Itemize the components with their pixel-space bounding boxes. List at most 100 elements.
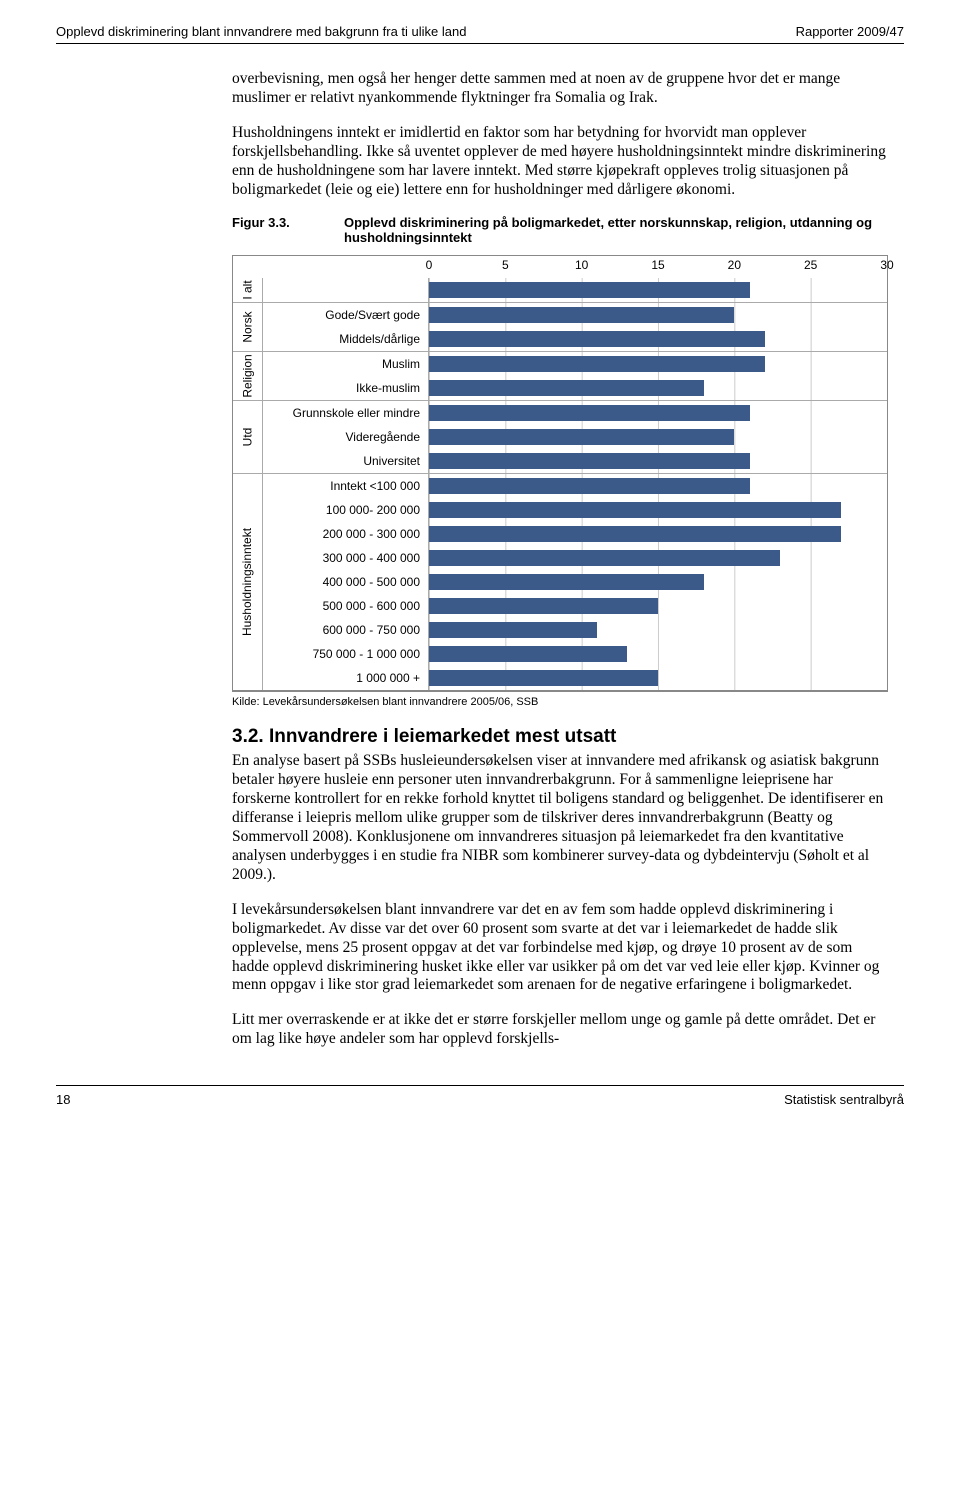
row-label: Muslim (263, 352, 429, 376)
bar-area (429, 594, 887, 618)
chart-group: HusholdningsinntektInntekt <100 000100 0… (233, 473, 887, 690)
bar-area (429, 425, 887, 449)
body-paragraph: Husholdningens inntekt er imidlertid en … (232, 124, 888, 200)
page-footer: 18 Statistisk sentralbyrå (56, 1085, 904, 1107)
axis-tick: 5 (502, 258, 509, 272)
chart-rows: I altNorskGode/Svært godeMiddels/dårlige… (233, 278, 887, 690)
axis-tick: 10 (575, 258, 588, 272)
row-label: 750 000 - 1 000 000 (263, 642, 429, 666)
bar-area (429, 570, 887, 594)
bar (429, 282, 750, 298)
chart-row: Videregående (263, 425, 887, 449)
figure-number: Figur 3.3. (232, 215, 344, 245)
page-number: 18 (56, 1092, 70, 1107)
bar (429, 502, 841, 518)
chart-row: Ikke-muslim (263, 376, 887, 400)
bar-area (429, 278, 887, 302)
chart-row (263, 278, 887, 302)
axis-tick: 20 (728, 258, 741, 272)
group-label: Husholdningsinntekt (233, 474, 263, 690)
bar (429, 356, 765, 372)
chart-x-axis: 051015202530 (233, 256, 887, 278)
group-label: Religion (233, 352, 263, 400)
bar (429, 478, 750, 494)
figure-caption: Figur 3.3. Opplevd diskriminering på bol… (232, 215, 888, 245)
chart-row: 500 000 - 600 000 (263, 594, 887, 618)
chart-group: I alt (233, 278, 887, 302)
header-title-right: Rapporter 2009/47 (796, 24, 904, 39)
axis-tick: 30 (880, 258, 893, 272)
bar (429, 380, 704, 396)
chart-row: Grunnskole eller mindre (263, 401, 887, 425)
bar (429, 453, 750, 469)
bar (429, 670, 658, 686)
bar (429, 646, 627, 662)
bar-area (429, 618, 887, 642)
bar-area (429, 666, 887, 690)
row-label (263, 278, 429, 302)
bar-area (429, 401, 887, 425)
chart-row: Middels/dårlige (263, 327, 887, 351)
bar-area (429, 352, 887, 376)
row-label: 500 000 - 600 000 (263, 594, 429, 618)
bar (429, 331, 765, 347)
header-rule (56, 43, 904, 44)
bar-area (429, 303, 887, 327)
row-label: Middels/dårlige (263, 327, 429, 351)
row-label: 200 000 - 300 000 (263, 522, 429, 546)
chart-row: Inntekt <100 000 (263, 474, 887, 498)
axis-tick: 0 (426, 258, 433, 272)
chart-row: Universitet (263, 449, 887, 473)
chart-row: 750 000 - 1 000 000 (263, 642, 887, 666)
chart-row: 1 000 000 + (263, 666, 887, 690)
chart-group: NorskGode/Svært godeMiddels/dårlige (233, 302, 887, 351)
page-header: Opplevd diskriminering blant innvandrere… (56, 24, 904, 39)
chart-row: Gode/Svært gode (263, 303, 887, 327)
bar (429, 429, 734, 445)
body-paragraph: overbevisning, men også her henger dette… (232, 70, 888, 108)
figure-title: Opplevd diskriminering på boligmarkedet,… (344, 215, 888, 245)
chart-row: 400 000 - 500 000 (263, 570, 887, 594)
bar-area (429, 327, 887, 351)
group-label: Utd (233, 401, 263, 473)
header-title-left: Opplevd diskriminering blant innvandrere… (56, 24, 466, 39)
axis-tick: 15 (651, 258, 664, 272)
section-heading: 3.2. Innvandrere i leiemarkedet mest uts… (232, 726, 888, 748)
row-label: Grunnskole eller mindre (263, 401, 429, 425)
row-label: Inntekt <100 000 (263, 474, 429, 498)
row-label: Ikke-muslim (263, 376, 429, 400)
chart-group: ReligionMuslimIkke-muslim (233, 351, 887, 400)
row-label: 300 000 - 400 000 (263, 546, 429, 570)
chart-group: UtdGrunnskole eller mindreVideregåendeUn… (233, 400, 887, 473)
bar (429, 307, 734, 323)
row-label: 1 000 000 + (263, 666, 429, 690)
bar-area (429, 449, 887, 473)
bar (429, 598, 658, 614)
row-label: 600 000 - 750 000 (263, 618, 429, 642)
row-label: Videregående (263, 425, 429, 449)
chart-row: 100 000- 200 000 (263, 498, 887, 522)
bar-area (429, 376, 887, 400)
bar-chart: 051015202530 I altNorskGode/Svært godeMi… (232, 255, 888, 691)
bar (429, 574, 704, 590)
bar-area (429, 522, 887, 546)
figure-source: Kilde: Levekårsundersøkelsen blant innva… (232, 691, 888, 708)
row-label: 400 000 - 500 000 (263, 570, 429, 594)
axis-tick: 25 (804, 258, 817, 272)
row-label: 100 000- 200 000 (263, 498, 429, 522)
group-label: I alt (233, 278, 263, 302)
bar (429, 526, 841, 542)
body-paragraph: Litt mer overraskende er at ikke det er … (232, 1011, 888, 1049)
chart-row: 300 000 - 400 000 (263, 546, 887, 570)
bar-area (429, 474, 887, 498)
bar-area (429, 642, 887, 666)
bar (429, 622, 597, 638)
group-label: Norsk (233, 303, 263, 351)
bar-area (429, 498, 887, 522)
chart-row: 200 000 - 300 000 (263, 522, 887, 546)
bar (429, 550, 780, 566)
row-label: Gode/Svært gode (263, 303, 429, 327)
row-label: Universitet (263, 449, 429, 473)
body-paragraph: En analyse basert på SSBs husleieundersø… (232, 752, 888, 884)
bar-area (429, 546, 887, 570)
